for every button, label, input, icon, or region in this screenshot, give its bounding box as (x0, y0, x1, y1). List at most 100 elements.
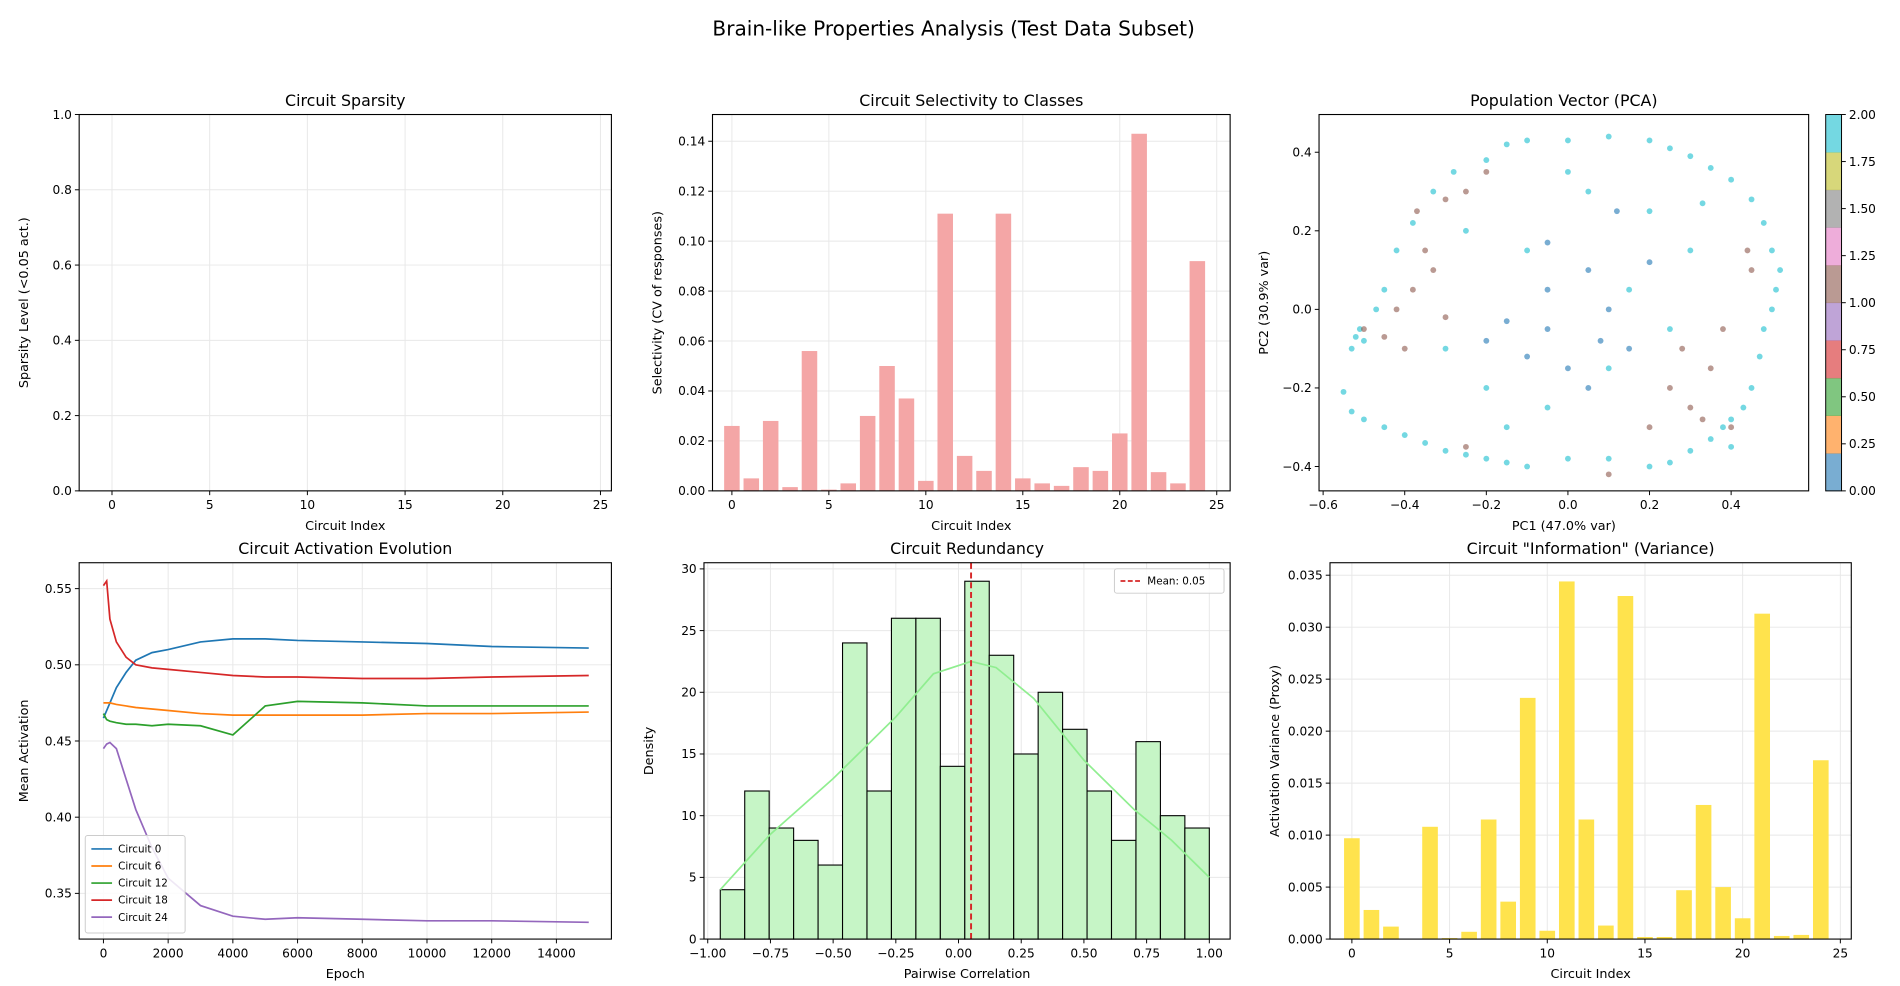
bar (1812, 760, 1829, 940)
bar (995, 213, 1012, 491)
y-tick-label: 0.12 (678, 184, 705, 198)
x-tick-label: 0.25 (1008, 946, 1035, 960)
bar (1092, 470, 1109, 491)
y-tick-label: 0.50 (45, 658, 72, 672)
bar (1656, 936, 1673, 940)
colorbar-tick-label: 1.00 (1849, 296, 1876, 310)
bar (859, 415, 876, 491)
scatter-point (1503, 141, 1510, 148)
x-tick-label: 6000 (282, 946, 313, 960)
x-axis-label: Epoch (326, 967, 365, 982)
bar (1734, 918, 1751, 940)
y-tick-label: 0.000 (1288, 932, 1323, 946)
y-tick-label: 0.2 (53, 409, 72, 423)
x-tick-label: 20 (1735, 946, 1750, 960)
scatter-point (1381, 424, 1388, 431)
bar (1558, 581, 1575, 940)
x-axis-label: PC1 (47.0% var) (1512, 519, 1616, 534)
line-series (103, 702, 589, 716)
y-axis-label: Density (642, 726, 657, 775)
scatter-point (1565, 168, 1571, 175)
scatter-point (1679, 345, 1686, 352)
scatter-point (1720, 326, 1726, 332)
x-tick-label: 0.0 (1558, 498, 1577, 512)
x-tick-label: −0.25 (877, 946, 914, 960)
x-tick-label: 1.00 (1196, 946, 1223, 960)
bar (1793, 934, 1810, 940)
axes-frame (78, 113, 612, 492)
x-tick-label: 4000 (217, 946, 248, 960)
bar (801, 351, 818, 491)
bar (1676, 890, 1692, 940)
scatter-point (1597, 337, 1604, 344)
axes-frame (711, 113, 1231, 492)
bar (1773, 935, 1790, 940)
x-axis-label: Circuit Index (931, 519, 1012, 534)
x-tick-label: −1.00 (689, 946, 726, 960)
colorbar-tick-label: 0.75 (1849, 343, 1876, 357)
histogram-bar (719, 889, 746, 940)
bar (1754, 613, 1771, 940)
scatter-point (1646, 463, 1653, 470)
x-tick-label: 15 (397, 498, 412, 512)
scatter-point (1748, 267, 1755, 274)
x-axis-label: Circuit Index (1550, 967, 1631, 982)
x-tick-label: 10 (300, 498, 315, 512)
scatter-point (1626, 345, 1633, 352)
axes-title: Population Vector (PCA) (1470, 91, 1657, 110)
scatter-point (1646, 208, 1653, 215)
scatter-point (1483, 337, 1490, 344)
scatter-point (1748, 385, 1755, 391)
bar (1422, 826, 1438, 940)
x-tick-label: 5 (1446, 946, 1454, 960)
colorbar-tick-label: 1.25 (1849, 249, 1876, 263)
colorbar-segment (1825, 114, 1842, 153)
scatter-point (1626, 286, 1633, 293)
histogram-bar (1135, 741, 1161, 940)
colorbar-tick-label: 1.75 (1849, 155, 1876, 169)
scatter-point (1687, 447, 1694, 454)
x-tick-label: 0 (108, 498, 116, 512)
x-tick-label: 25 (1833, 946, 1848, 960)
colorbar-segment (1825, 453, 1842, 492)
bar (840, 483, 857, 491)
histogram-bar (964, 580, 990, 940)
scatter-point (1340, 388, 1347, 395)
y-tick-label: 0.0 (1292, 303, 1311, 317)
scatter-point (1483, 455, 1490, 462)
scatter-point (1360, 326, 1367, 332)
scatter-point (1409, 286, 1416, 293)
scatter-point (1463, 227, 1469, 234)
scatter-point (1422, 247, 1429, 254)
y-axis-label: Selectivity (CV of responses) (650, 211, 665, 394)
histogram-bar (744, 790, 770, 940)
scatter-point (1544, 239, 1551, 246)
scatter-point (1760, 220, 1767, 226)
scatter-point (1373, 306, 1380, 313)
y-axis-label: PC2 (30.9% var) (1257, 251, 1272, 355)
y-tick-label: 0.45 (45, 734, 72, 748)
scatter-point (1393, 306, 1400, 313)
histogram-bar (1013, 753, 1039, 940)
bar (1131, 133, 1147, 491)
scatter-point (1442, 196, 1449, 203)
scatter-point (1450, 168, 1457, 175)
y-tick-label: 5 (689, 871, 697, 885)
histogram-bar (866, 790, 892, 940)
scatter-point (1605, 133, 1612, 140)
scatter-point (1585, 385, 1592, 391)
bar (1578, 819, 1595, 940)
x-tick-label: 0 (100, 946, 108, 960)
x-tick-label: 10000 (408, 946, 447, 960)
x-tick-label: 0.4 (1721, 498, 1741, 512)
scatter-point (1605, 306, 1612, 313)
scatter-point (1667, 385, 1673, 391)
x-tick-label: 2000 (153, 946, 184, 960)
line-series (102, 638, 589, 719)
scatter-point (1699, 200, 1706, 207)
bar (898, 398, 915, 491)
y-tick-label: 0.2 (1292, 224, 1311, 238)
scatter-point (1483, 385, 1490, 391)
legend-box (1113, 568, 1225, 594)
scatter-point (1605, 455, 1612, 462)
